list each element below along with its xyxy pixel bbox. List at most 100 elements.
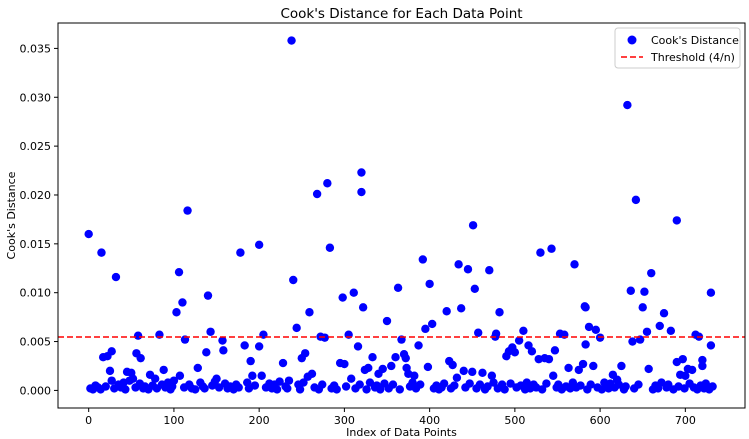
data-point [97,248,106,257]
data-point [128,374,138,383]
y-tick-label: 0.030 [20,91,52,104]
data-point [621,382,630,391]
data-point [278,358,288,368]
data-point [312,189,322,199]
data-point [495,308,504,317]
data-point [136,353,145,363]
data-point [191,385,200,394]
data-point [547,244,556,253]
y-tick-label: 0.020 [20,189,52,202]
data-point [275,377,284,386]
data-point [418,255,428,264]
data-point [254,240,264,250]
x-tick-label: 200 [249,414,270,427]
data-point [388,380,398,389]
data-point [178,298,187,307]
data-point [459,366,468,376]
data-point [537,385,547,394]
data-point [672,216,682,225]
data-point [393,283,403,293]
data-point [456,304,466,313]
data-point [659,309,669,318]
data-point [655,321,664,331]
x-tick-label: 700 [675,414,696,427]
data-point [318,380,327,389]
legend-label-threshold: Threshold (4/n) [650,51,735,64]
data-point [470,284,479,293]
data-point [295,385,305,394]
data-point [410,371,419,380]
data-point [626,286,635,295]
data-point [485,266,494,275]
data-point [257,371,266,380]
data-point [355,380,364,389]
data-point [576,381,585,390]
data-point [150,374,160,383]
data-point [666,326,676,335]
data-point [586,380,595,389]
data-point [325,243,335,252]
data-point [628,337,637,346]
data-point [387,361,396,371]
data-point [706,288,716,297]
data-point [300,349,310,358]
data-point [487,371,497,380]
data-point [200,384,209,393]
data-point [570,260,579,269]
data-point [101,382,110,391]
data-point [240,341,249,350]
data-point [133,331,143,340]
legend: Cook's Distance Threshold (4/n) [614,27,741,69]
data-point [107,347,116,356]
data-point [463,265,473,274]
data-point [706,341,716,350]
data-point [416,380,425,389]
data-point [465,379,474,388]
data-point [550,346,560,355]
data-point [468,221,478,230]
data-point [340,359,349,369]
y-tick-label: 0.005 [20,336,52,349]
data-point [347,374,356,383]
data-point [338,293,347,302]
data-point [159,365,168,375]
data-point [483,382,492,391]
data-point [536,248,545,257]
data-point [549,371,558,380]
data-point [634,380,643,389]
data-point [353,342,363,351]
data-point [174,267,184,277]
data-point [206,327,215,336]
data-point [527,347,537,356]
data-point [542,379,551,388]
data-point [362,385,371,394]
data-point [681,371,690,380]
x-axis-label: Index of Data Points [346,426,457,439]
y-tick-label: 0.010 [20,287,52,300]
chart-title: Cook's Distance for Each Data Point [280,6,522,22]
data-point [638,303,647,312]
data-point [246,356,255,366]
data-point [491,329,501,338]
data-point [519,326,528,335]
data-point [631,195,641,205]
data-point [283,384,292,393]
x-tick-label: 600 [590,414,611,427]
data-point [254,342,264,351]
data-point [421,324,430,334]
data-point [391,352,400,362]
data-point [591,325,601,335]
x-tick-label: 400 [419,414,440,427]
data-point [698,361,707,371]
data-point [423,362,433,372]
data-point [292,323,301,333]
data-point [442,307,451,316]
x-tick-label: 300 [334,414,355,427]
data-point [478,368,487,378]
data-point [506,379,515,388]
y-tick-label: 0.035 [20,42,52,55]
data-point [574,365,583,375]
data-point [250,381,260,390]
data-point [84,229,93,239]
